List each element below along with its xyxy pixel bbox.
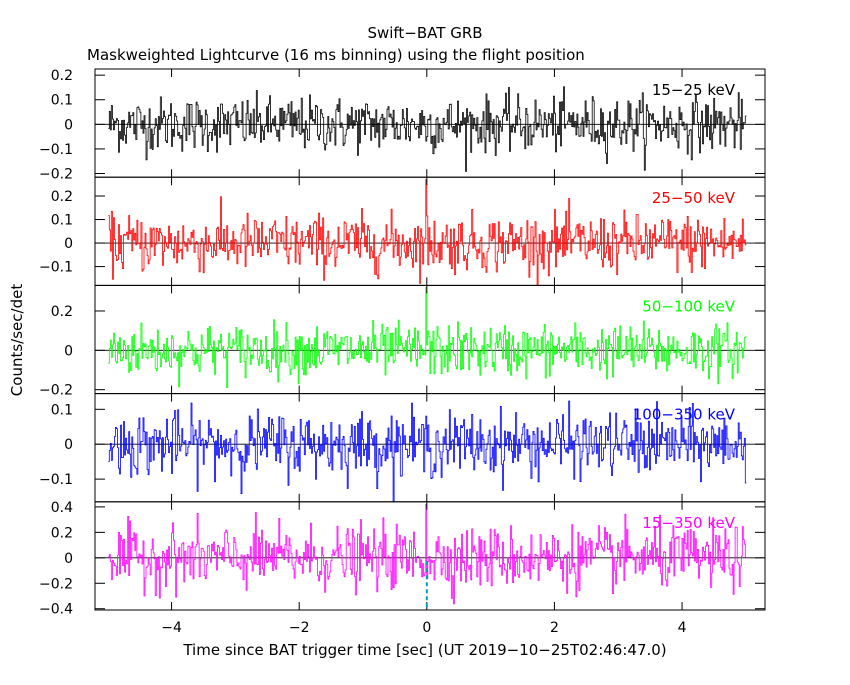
band-label: 15−350 keV — [642, 514, 735, 532]
x-tick-label: 0 — [422, 620, 431, 636]
y-tick-label: 0 — [64, 117, 73, 133]
y-tick-label: 0 — [64, 551, 73, 567]
series-line-4 — [108, 503, 747, 605]
y-tick-label: −0.2 — [39, 167, 73, 183]
band-label: 100−350 keV — [633, 406, 736, 424]
series-line-3 — [108, 400, 747, 502]
y-tick-label: −0.2 — [39, 576, 73, 592]
panel-1: 25−50 keV −0.1 0 0.1 0.2 — [39, 176, 766, 286]
x-tick-label: −2 — [289, 620, 310, 636]
y-tick-label: 0.2 — [51, 304, 73, 320]
band-label: 50−100 keV — [642, 297, 735, 315]
x-tick-label: 2 — [550, 620, 559, 636]
y-tick-label: 0.2 — [51, 68, 73, 84]
chart-title: Swift−BAT GRB — [367, 24, 482, 42]
y-tick-label: 0 — [64, 236, 73, 252]
y-tick-label: 0.2 — [51, 189, 73, 205]
panel-4: 15−350 keV −0.4 −0.2 0 0.2 0.4 — [39, 500, 766, 618]
x-axis-label: Time since BAT trigger time [sec] (UT 20… — [182, 641, 666, 659]
panel-0: 15−25 keV −0.2 −0.1 0 0.1 0.2 — [39, 68, 766, 183]
panel-frame — [94, 501, 766, 611]
band-label: 15−25 keV — [652, 81, 736, 99]
x-tick-label: 4 — [678, 620, 687, 636]
panel-3: 100−350 keV −0.1 0 0.1 — [39, 393, 766, 503]
band-label: 25−50 keV — [652, 189, 736, 207]
y-tick-label: −0.4 — [39, 602, 73, 618]
chart-subtitle: Maskweighted Lightcurve (16 ms binning) … — [87, 46, 585, 64]
panel-2: 50−100 keV −0.2 0 0.2 — [39, 284, 766, 399]
y-axis-label: Counts/sec/det — [8, 284, 26, 397]
y-tick-label: 0.2 — [51, 525, 73, 541]
y-tick-label: −0.1 — [39, 260, 73, 276]
y-tick-label: 0 — [64, 437, 73, 453]
y-tick-label: −0.2 — [39, 383, 73, 399]
y-tick-label: 0.1 — [51, 93, 73, 109]
y-tick-label: 0.1 — [51, 402, 73, 418]
series-line-0 — [108, 86, 747, 172]
series-line-1 — [108, 179, 747, 286]
y-tick-label: 0.1 — [51, 213, 73, 229]
panels-group: 15−25 keV −0.2 −0.1 0 0.1 0.2 25−50 keV −0.1 0 0.… — [39, 68, 766, 636]
x-tick-label: −4 — [161, 620, 182, 636]
y-tick-label: −0.1 — [39, 142, 73, 158]
series-line-2 — [108, 287, 747, 388]
y-tick-label: 0.4 — [51, 500, 73, 516]
y-tick-label: −0.1 — [39, 472, 73, 488]
y-tick-label: 0 — [64, 343, 73, 359]
